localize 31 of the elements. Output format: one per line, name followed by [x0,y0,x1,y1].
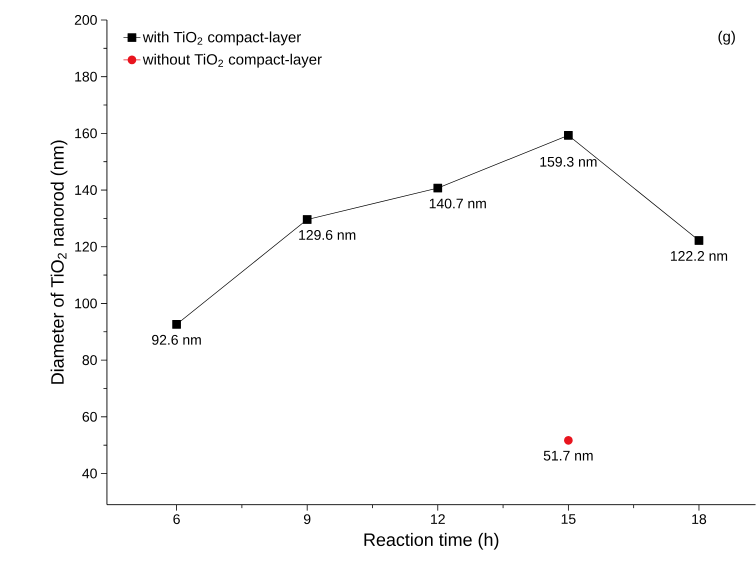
y-tick-label: 140 [75,185,97,196]
annotation: (g) [718,30,735,45]
point [564,436,573,445]
legend-label: without TiO$_{2}$ compact-layer [142,54,322,68]
x-tick-label: 9 [304,514,310,524]
point [694,236,704,246]
y-axis-title: Diameter of TiO$_{2}$ nanorod (nm) [50,140,68,384]
y-tick-label: 60 [82,412,97,422]
point [302,215,312,224]
y-tick-label: 200 [74,15,97,26]
y-tick-label: 80 [82,355,97,366]
x-tick-label: 15 [562,514,576,524]
point [564,131,573,140]
y-tick-label: 180 [75,72,97,82]
point [433,184,442,193]
y-tick-label: 100 [75,298,97,309]
y-tick-label: 40 [82,468,97,479]
x-tick-label: 6 [173,514,180,524]
data-label: 129.6 nm [299,230,356,240]
x-tick-label: 12 [431,514,445,524]
data-label: 92.6 nm [152,335,201,345]
data-label: 122.2 nm [670,251,728,261]
legend-label: with TiO$_{2}$ compact-layer [142,32,301,46]
data-label: 159.3 nm [540,157,596,167]
x-tick-label: 18 [692,514,706,524]
y-tick-label: 160 [75,128,97,138]
data-label: 140.7 nm [430,198,486,209]
x-axis-title: Reaction time (h) [364,533,498,550]
data-label: 51.7 nm [544,451,593,461]
point [172,320,181,329]
y-tick-label: 120 [75,242,97,252]
